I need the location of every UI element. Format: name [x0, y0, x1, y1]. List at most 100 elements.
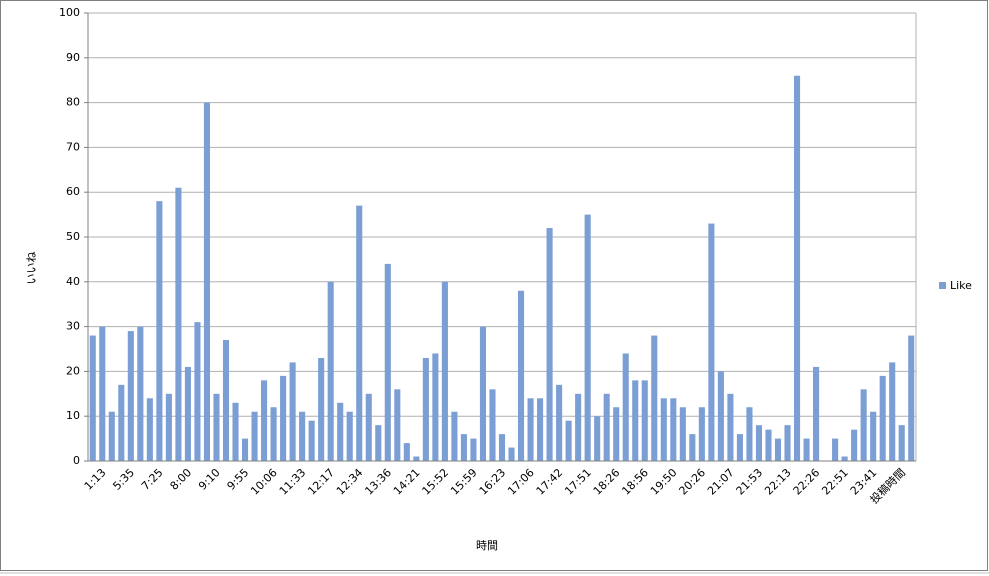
y-tick-label: 60 — [66, 185, 80, 198]
y-tick-label: 100 — [59, 6, 80, 19]
bar — [156, 201, 163, 461]
bar — [851, 429, 858, 461]
bar — [889, 362, 896, 461]
bar — [451, 411, 458, 461]
bar — [203, 102, 211, 461]
bar — [308, 420, 315, 461]
bar — [613, 407, 620, 461]
y-tick-label: 40 — [66, 275, 80, 288]
bar — [137, 326, 144, 461]
bar — [99, 326, 106, 461]
y-tick-label: 0 — [73, 454, 80, 467]
bar — [698, 407, 705, 461]
bar — [517, 290, 525, 461]
bar — [641, 380, 648, 461]
bar — [575, 393, 582, 461]
bar — [508, 447, 515, 461]
bar — [727, 393, 734, 461]
bar — [232, 402, 239, 461]
bar — [413, 456, 420, 461]
bar — [356, 205, 363, 461]
bar — [318, 357, 325, 461]
bar — [746, 407, 753, 461]
bar — [546, 228, 553, 461]
bar — [803, 438, 810, 461]
y-tick-label: 70 — [66, 140, 80, 153]
bar — [89, 335, 96, 461]
bar — [270, 407, 277, 461]
y-tick-label: 10 — [66, 409, 80, 422]
bar — [299, 411, 306, 461]
bar — [879, 375, 886, 461]
legend-swatch — [939, 282, 946, 289]
bar — [365, 393, 372, 461]
y-tick-label: 20 — [66, 364, 80, 377]
bar — [594, 416, 601, 461]
bar — [289, 362, 296, 461]
y-tick-label: 90 — [66, 51, 80, 64]
bar — [213, 393, 220, 461]
bar — [870, 411, 877, 461]
bar — [194, 322, 201, 461]
y-tick-label: 50 — [66, 230, 80, 243]
bar — [146, 398, 153, 461]
bar — [441, 281, 448, 461]
bar — [479, 326, 487, 461]
bar — [755, 425, 763, 461]
bar — [736, 434, 743, 461]
bar — [241, 438, 249, 461]
bar — [527, 398, 534, 461]
bar — [422, 357, 429, 461]
bar — [470, 438, 477, 461]
legend-label: Like — [950, 279, 972, 292]
bar — [118, 384, 125, 461]
bar — [165, 393, 172, 461]
x-axis-title: 時間 — [476, 539, 498, 552]
bar — [251, 411, 258, 461]
bar — [175, 187, 182, 461]
bar — [403, 443, 410, 461]
bar — [394, 389, 401, 461]
bar — [784, 425, 791, 461]
bar — [670, 398, 677, 461]
bar — [565, 420, 572, 461]
bar — [793, 75, 801, 461]
bar — [222, 340, 230, 461]
bar — [860, 389, 867, 461]
bar — [337, 402, 344, 461]
bar — [660, 398, 667, 461]
y-axis-title: いいね — [25, 252, 38, 285]
bar — [632, 380, 639, 461]
bar — [584, 214, 591, 461]
bar — [537, 398, 544, 461]
bar — [184, 366, 191, 461]
bar — [832, 438, 839, 461]
bar — [651, 335, 658, 461]
bar — [717, 371, 724, 461]
bar — [774, 438, 782, 461]
bar — [375, 425, 382, 461]
bar — [622, 353, 629, 461]
bar — [384, 263, 391, 461]
bar — [346, 411, 353, 461]
bar — [327, 281, 334, 461]
bar — [708, 223, 715, 461]
bar — [813, 366, 820, 461]
bar — [765, 429, 772, 461]
bar — [489, 389, 496, 461]
bar — [556, 384, 563, 461]
bar — [280, 375, 287, 461]
bar — [460, 434, 467, 461]
bar — [679, 407, 686, 461]
bar — [261, 380, 268, 461]
bar — [108, 411, 115, 461]
bar — [908, 335, 915, 461]
bar — [841, 456, 848, 461]
bar — [689, 434, 696, 461]
bar — [432, 353, 439, 461]
bar — [898, 425, 905, 461]
bar — [498, 434, 506, 461]
y-tick-label: 30 — [66, 320, 80, 333]
